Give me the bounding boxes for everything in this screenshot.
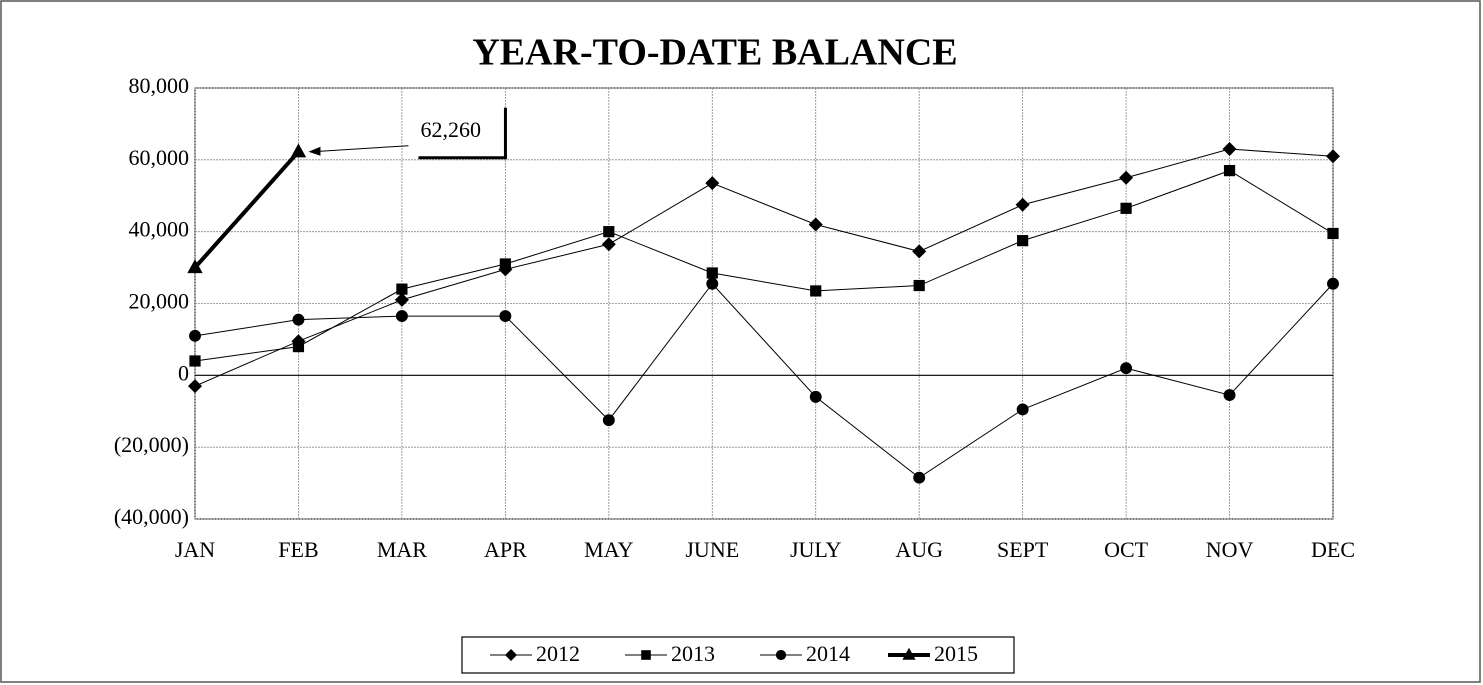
y-tick-label: 0 [178,360,189,385]
point-marker [188,379,202,394]
point-marker [499,258,511,270]
x-tick-label: DEC [1311,537,1355,562]
point-marker [808,217,823,232]
point-marker [1015,197,1030,212]
series-line [193,150,300,269]
point-marker [1119,170,1134,185]
point-marker [290,143,307,158]
point-marker [1120,362,1133,375]
point-marker [1017,235,1029,247]
x-tick-label: MAR [377,537,427,562]
point-marker [189,355,201,367]
point-marker [394,292,409,307]
point-marker [810,285,822,297]
point-marker [809,390,822,403]
legend-marker [641,650,651,660]
y-tick-label: 20,000 [129,289,190,314]
point-marker [913,279,925,292]
point-marker [396,283,408,295]
point-marker [1327,227,1339,240]
series-line [194,148,1334,387]
point-marker [1327,277,1339,290]
series-line [194,282,1334,479]
point-marker [1222,142,1237,157]
legend-label: 2015 [934,641,978,666]
point-marker [1120,202,1132,214]
x-tick-label: MAY [584,537,633,562]
point-marker [601,237,616,252]
legend-label: 2013 [671,641,715,666]
x-tick-label: APR [484,537,527,562]
series-line [194,170,1334,362]
y-tick-label: 40,000 [129,217,190,242]
x-tick-label: JAN [175,537,215,562]
x-tick-label: OCT [1104,537,1149,562]
point-marker [499,310,512,323]
annotation-arrowhead [308,146,321,156]
x-tick-label: FEB [278,537,318,562]
point-marker [706,267,718,279]
y-tick-label: (40,000) [114,504,189,529]
chart-title: YEAR-TO-DATE BALANCE [472,32,957,74]
data-label: 62,260 [420,117,481,142]
y-tick-label: 80,000 [129,73,190,98]
x-tick-label: JULY [790,537,842,562]
point-marker [912,244,927,259]
annotation-bracket [418,107,507,160]
point-marker [187,259,203,274]
point-marker [1223,165,1236,177]
x-tick-label: AUG [895,537,943,562]
point-marker [1326,149,1340,164]
point-marker [189,329,201,342]
point-marker [705,176,720,191]
annotation-arrow [312,145,409,153]
point-marker [395,310,408,323]
legend-marker [902,647,916,660]
point-marker [602,414,615,427]
legend-marker [505,649,517,661]
legend-marker [775,649,787,661]
point-marker [706,277,719,290]
y-tick-label: 60,000 [129,145,190,170]
legend-label: 2014 [806,641,850,666]
point-marker [603,226,615,238]
x-tick-label: JUNE [685,537,739,562]
point-marker [292,341,305,353]
x-tick-label: SEPT [997,537,1049,562]
point-marker [913,471,926,484]
x-tick-label: NOV [1206,537,1254,562]
legend-label: 2012 [536,641,580,666]
point-marker [1223,389,1236,402]
y-tick-label: (20,000) [114,432,189,457]
point-marker [1016,403,1029,416]
point-marker [292,313,305,326]
